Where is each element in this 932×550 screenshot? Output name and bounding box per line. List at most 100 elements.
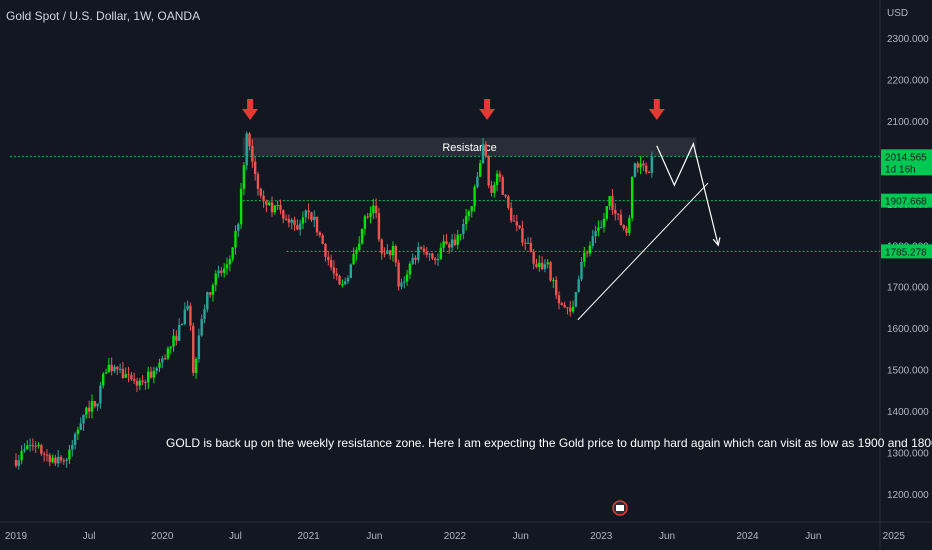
candle-body [358, 243, 361, 250]
candle-body [498, 173, 502, 178]
candle-body [540, 262, 544, 270]
candle-body [186, 305, 189, 310]
price-tick-label: 1300.000 [887, 449, 929, 460]
candle-body [557, 295, 561, 304]
candle-body [332, 267, 336, 274]
price-tick-label: 1200.000 [887, 490, 929, 501]
candle-body [327, 256, 330, 260]
price-tick-label: 1500.000 [887, 366, 929, 377]
candle-body [622, 224, 625, 229]
candle-body [580, 261, 583, 280]
candle-body [222, 268, 226, 273]
level-price-label: 2014.565 [885, 152, 927, 163]
candle-body [110, 364, 113, 372]
candle-body [509, 207, 513, 221]
candle-body [287, 219, 291, 223]
candle-body [62, 460, 66, 462]
candle-body [26, 445, 29, 450]
currency-label: USD [887, 8, 909, 19]
candle-body [408, 263, 412, 275]
candle-body [48, 455, 51, 463]
candle-body [422, 248, 426, 252]
candle-body [532, 251, 535, 264]
candle-body [279, 205, 282, 210]
candle-body [414, 257, 417, 260]
candle-body [259, 188, 262, 196]
candle-body [374, 205, 378, 214]
candle-body [166, 348, 170, 359]
candle-body [386, 250, 389, 254]
candle-body [470, 206, 473, 212]
candle-body [512, 220, 516, 222]
candle-body [341, 284, 344, 286]
candle-body [225, 264, 229, 269]
candle-body [346, 277, 350, 282]
candle-body [639, 163, 642, 168]
time-tick-label: 2022 [444, 531, 467, 542]
time-tick-label: 2019 [5, 531, 28, 542]
time-tick-label: Jun [805, 531, 821, 542]
candle-body [51, 457, 54, 463]
candle-body [605, 206, 609, 219]
candle-body [372, 205, 375, 214]
candle-body [135, 380, 139, 386]
candle-body [85, 407, 88, 415]
candle-body [268, 202, 271, 206]
candle-body [366, 216, 369, 218]
candle-body [54, 457, 57, 464]
time-tick-label: Jun [659, 531, 675, 542]
candle-body [625, 228, 628, 233]
candle-body [68, 449, 71, 460]
candle-body [307, 210, 310, 213]
candle-body [158, 362, 161, 368]
candle-body [144, 381, 147, 383]
candle-body [453, 239, 457, 245]
candle-body [138, 380, 141, 386]
candle-body [507, 196, 510, 208]
candle-body [17, 460, 21, 466]
candle-body [301, 217, 305, 224]
resistance-zone [242, 137, 697, 157]
candle-body [59, 456, 63, 461]
candle-body [515, 221, 518, 226]
candle-body [467, 211, 471, 217]
candle-body [614, 209, 617, 214]
candle-body [583, 252, 586, 262]
candle-body [628, 218, 631, 233]
candle-body [23, 449, 26, 451]
candle-body [633, 163, 637, 177]
down-arrow-icon [648, 109, 665, 120]
candle-body [87, 407, 91, 412]
candle-body [313, 216, 316, 221]
candle-body [360, 228, 364, 244]
candle-body [231, 247, 234, 260]
candle-body [487, 155, 490, 186]
time-tick-label: 2020 [151, 531, 174, 542]
candle-body [563, 304, 566, 308]
support-trendline [577, 182, 709, 321]
candle-body [290, 219, 293, 223]
candle-body [571, 306, 575, 312]
candle-body [436, 259, 440, 261]
candle-body [132, 379, 136, 381]
candle-body [194, 358, 198, 373]
level-countdown-label: 1d 16h [885, 164, 916, 175]
candle-body [220, 270, 223, 273]
candle-body [304, 210, 307, 218]
candle-body [439, 247, 443, 260]
candle-body [31, 445, 35, 447]
candle-body [383, 253, 386, 255]
candle-body [130, 375, 133, 380]
candle-body [647, 172, 651, 174]
candle-body [405, 274, 409, 282]
candle-body [552, 279, 555, 281]
level-price-label: 1785.278 [885, 247, 927, 258]
event-badge-icon [616, 505, 624, 511]
candle-body [57, 456, 60, 464]
candle-body [90, 401, 94, 412]
candle-body [256, 174, 260, 189]
candle-body [73, 434, 77, 446]
down-arrow-icon [247, 99, 254, 110]
candle-body [208, 292, 212, 295]
